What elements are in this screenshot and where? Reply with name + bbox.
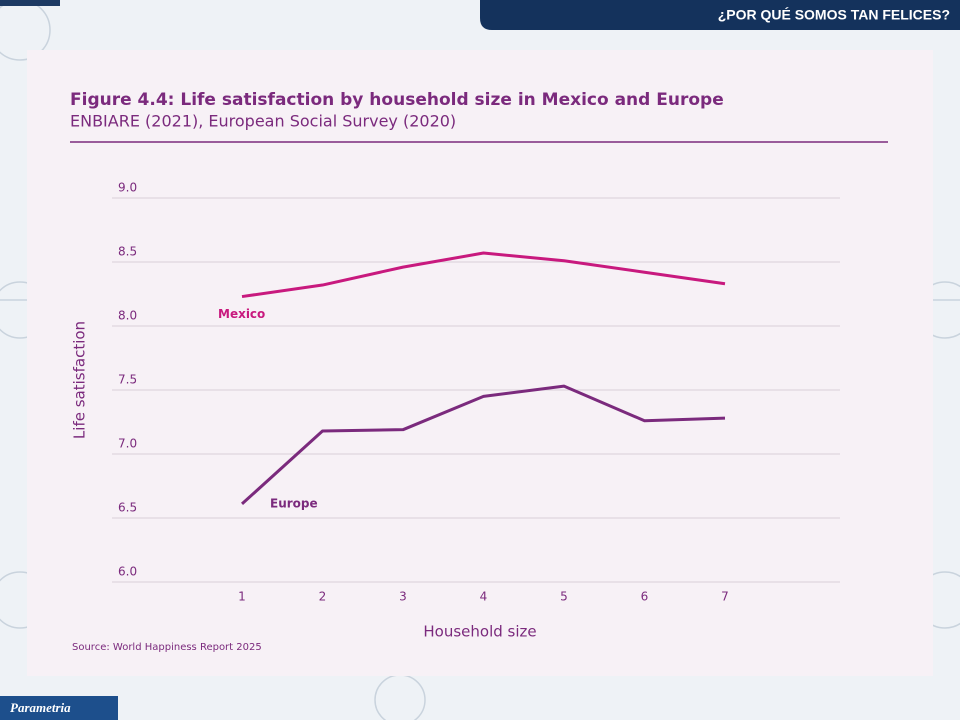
header-bar: [480, 0, 960, 30]
y-tick-label: 7.5: [118, 373, 137, 387]
footer-logo-box: [0, 696, 118, 720]
x-tick-label: 2: [319, 590, 327, 604]
y-tick-label: 8.0: [118, 309, 137, 323]
y-tick-label: 9.0: [118, 181, 137, 195]
corner-bar: [0, 0, 60, 6]
x-tick-label: 1: [238, 590, 246, 604]
x-axis-title: Household size: [423, 623, 536, 641]
series-label: Europe: [270, 496, 318, 510]
x-tick-label: 4: [480, 590, 488, 604]
x-tick-label: 5: [560, 590, 568, 604]
y-tick-label: 8.5: [118, 245, 137, 259]
series-line: [240, 384, 726, 506]
series-label: Mexico: [218, 307, 265, 321]
y-tick-label: 6.0: [118, 565, 137, 579]
x-tick-label: 3: [399, 590, 407, 604]
chart-title: Figure 4.4: Life satisfaction by househo…: [70, 90, 724, 110]
y-axis-title: Life satisfaction: [71, 321, 89, 439]
header-title: ¿POR QUÉ SOMOS TAN FELICES?: [718, 7, 950, 23]
chart-subtitle: ENBIARE (2021), European Social Survey (…: [70, 112, 456, 131]
footer-logo: Parametria: [10, 700, 71, 715]
plot: 6.0 6.5 7.0 7.5 8.0 8.5 9.0 1 2 3 4 5 6 7 Mexico Europe: [112, 181, 840, 604]
y-tick-label: 6.5: [118, 501, 137, 515]
source-note: Source: World Happiness Report 2025: [72, 642, 262, 653]
x-tick-label: 7: [721, 590, 729, 604]
series-line: [241, 251, 726, 299]
y-tick-label: 7.0: [118, 437, 137, 451]
chart-card: [27, 50, 933, 676]
x-tick-label: 6: [641, 590, 649, 604]
